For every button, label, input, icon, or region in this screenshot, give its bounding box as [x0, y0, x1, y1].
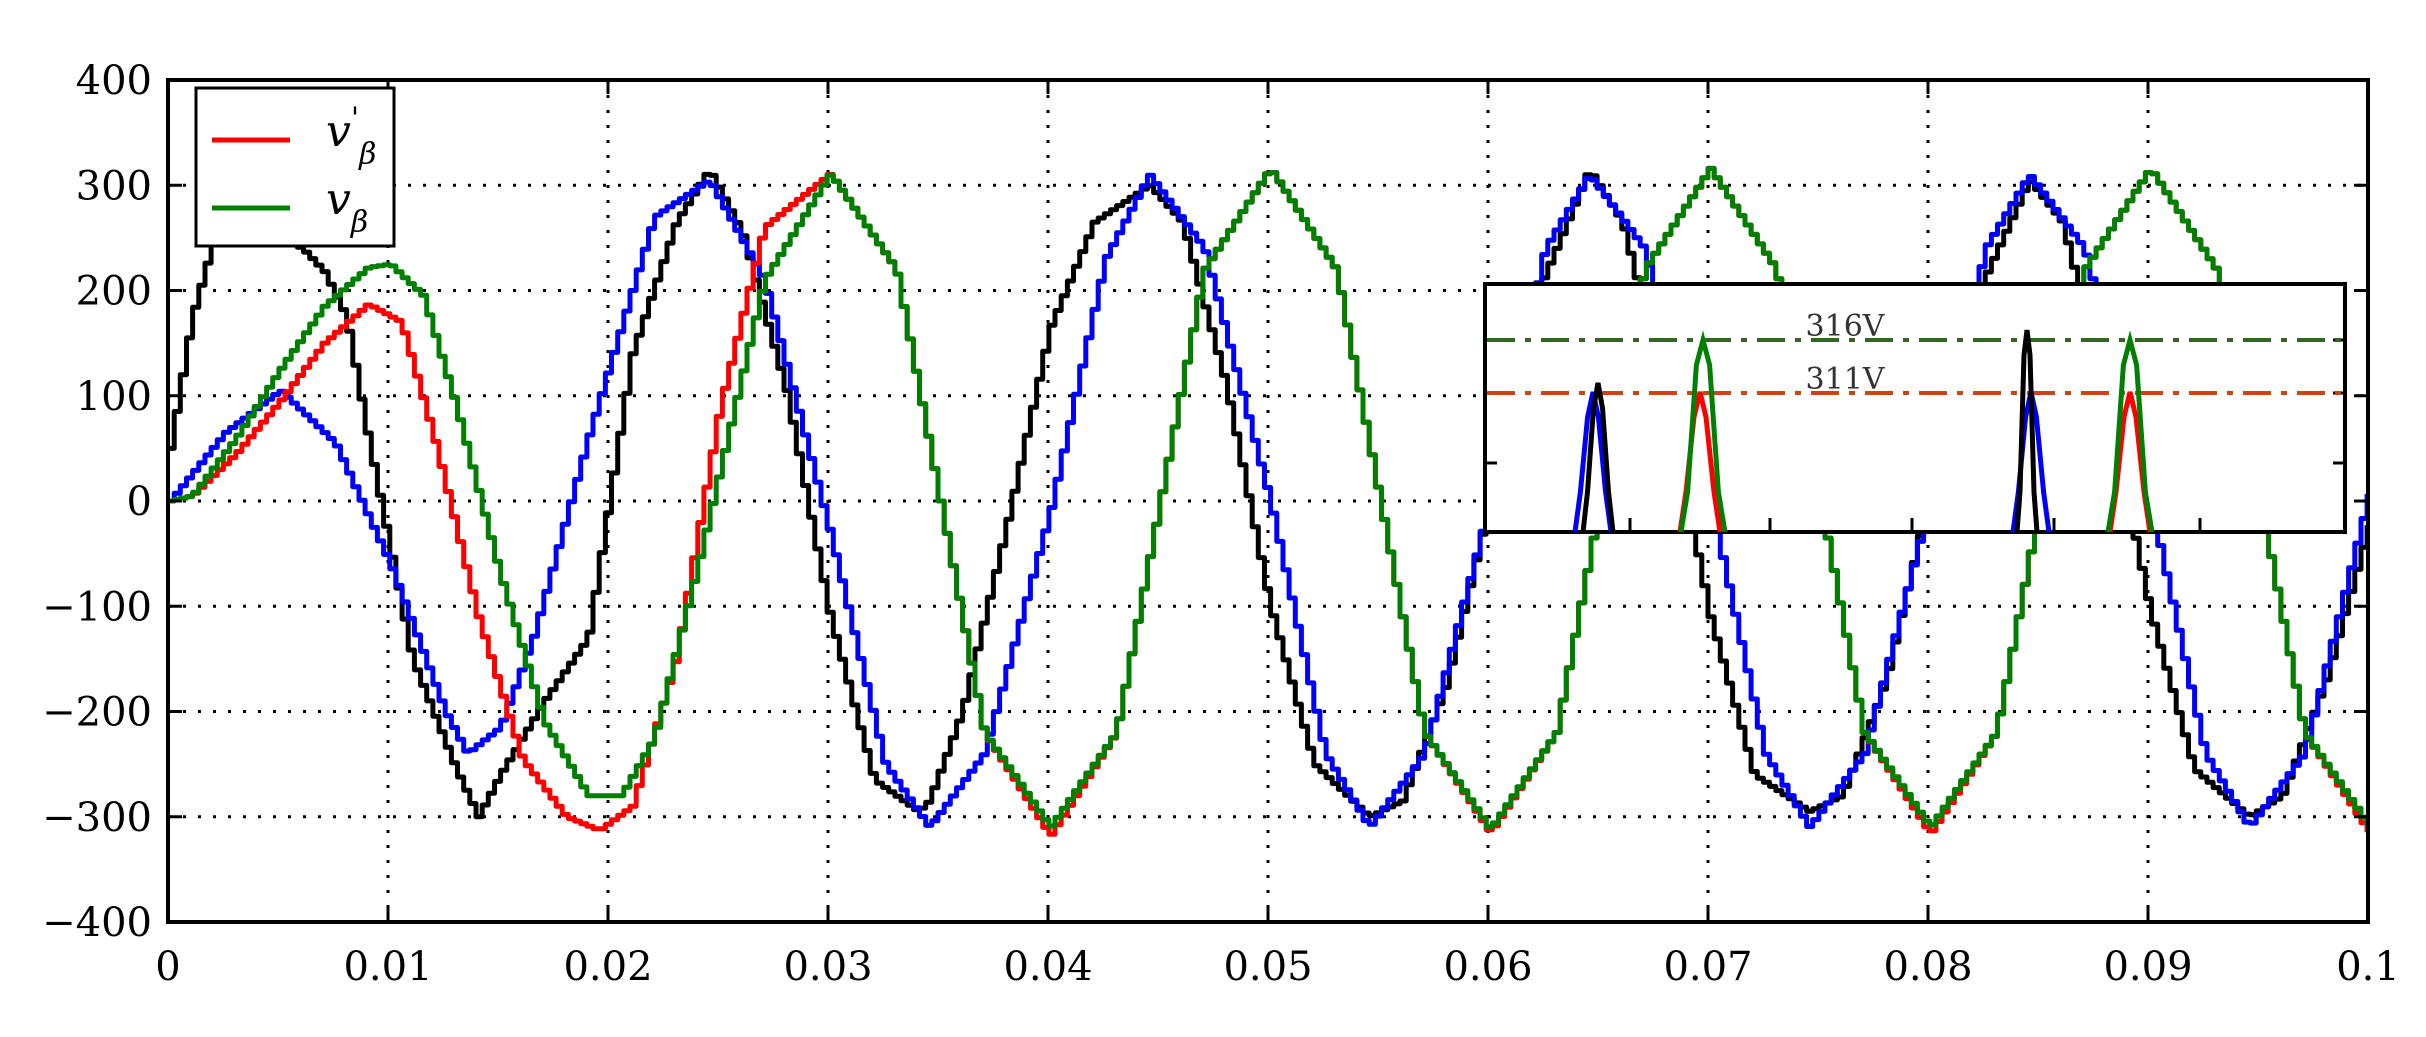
inset-peak-5	[2014, 329, 2040, 533]
x-tick-label: 0.01	[343, 944, 432, 990]
x-tick-label: 0	[155, 944, 180, 990]
tick-labels: 0 0.01 0.02 0.03 0.04 0.05 0.06 0.07 0.08 0.09 0.1…	[42, 58, 2400, 990]
x-tick-label: 0.03	[783, 944, 872, 990]
y-tick-label: −100	[42, 584, 152, 630]
inset-peak-0	[1572, 391, 1614, 533]
legend-box	[194, 86, 396, 248]
inset-peak-7	[2105, 330, 2155, 533]
inset-label-316v: 316V	[1806, 309, 1886, 344]
x-tick-label: 0.06	[1443, 944, 1532, 990]
y-tick-label: 400	[76, 58, 152, 104]
inset-peak-3	[1678, 330, 1728, 533]
y-tick-label: −300	[42, 795, 152, 841]
x-tick-label: 0.1	[2336, 944, 2400, 990]
x-tick-label: 0.08	[1883, 944, 1972, 990]
x-tick-label: 0.05	[1223, 944, 1312, 990]
tick-marks	[166, 78, 2370, 924]
x-tick-label: 0.04	[1003, 944, 1092, 990]
y-tick-label: 200	[76, 269, 152, 315]
inset-peak-1	[1580, 382, 1616, 533]
legend-label-v-beta-prime: v'β	[326, 101, 376, 172]
series-line-1	[168, 172, 2370, 829]
inset-label-311v: 311V	[1806, 362, 1886, 397]
y-tick-label: −200	[42, 690, 152, 736]
legend: v'β vβ	[194, 86, 396, 248]
series-line-3	[168, 165, 2370, 830]
x-tick-label: 0.09	[2103, 944, 2192, 990]
series-line-0	[168, 171, 2370, 820]
inset-peaks	[1572, 329, 2155, 533]
x-tick-label: 0.02	[563, 944, 652, 990]
y-tick-label: 100	[76, 374, 152, 420]
y-tick-label: 0	[127, 479, 152, 525]
legend-label-v-beta: vβ	[326, 174, 368, 240]
inset-box	[1483, 282, 2347, 534]
x-tick-label: 0.07	[1663, 944, 1752, 990]
y-tick-label: 300	[76, 163, 152, 209]
y-tick-label: −400	[42, 900, 152, 946]
inset-zoom: 316V 311V	[1483, 282, 2347, 534]
series-layer	[168, 165, 2370, 837]
